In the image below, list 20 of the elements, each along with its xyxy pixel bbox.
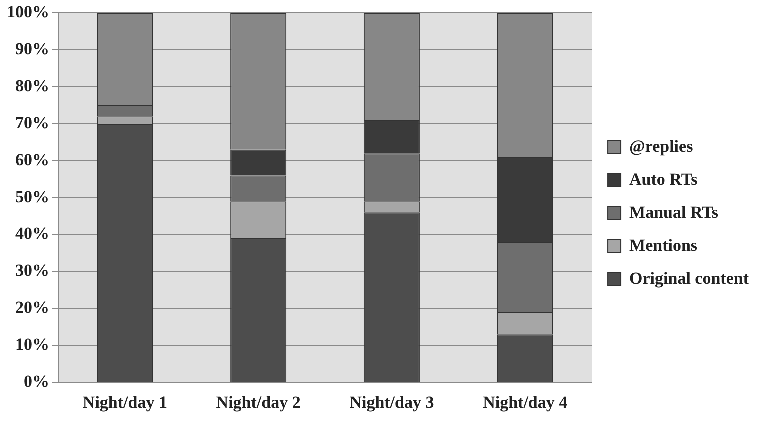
legend-label: Manual RTs bbox=[630, 202, 719, 222]
y-tick-label: 20% bbox=[16, 298, 50, 318]
y-tick-label: 100% bbox=[7, 2, 50, 22]
y-tick-label: 10% bbox=[16, 335, 50, 354]
legend-label: Mentions bbox=[630, 236, 698, 255]
legend-label: Auto RTs bbox=[630, 170, 698, 189]
legend-label: @replies bbox=[630, 136, 694, 156]
x-tick-label: Night/day 4 bbox=[483, 393, 568, 412]
y-tick-label: 0% bbox=[24, 372, 50, 391]
y-tick-label: 30% bbox=[16, 261, 50, 280]
y-tick-label: 80% bbox=[16, 76, 50, 96]
y-tick-label: 60% bbox=[16, 150, 50, 170]
y-tick-label: 40% bbox=[16, 224, 50, 244]
x-tick-label: Night/day 1 bbox=[82, 393, 168, 412]
x-tick-label: Night/day 3 bbox=[350, 393, 434, 412]
y-tick-label: 70% bbox=[16, 113, 50, 132]
legend-label: Original content bbox=[630, 268, 750, 288]
y-tick-label: 50% bbox=[16, 187, 50, 206]
y-tick-label: 90% bbox=[16, 40, 50, 59]
x-tick-label: Night/day 2 bbox=[216, 393, 301, 412]
